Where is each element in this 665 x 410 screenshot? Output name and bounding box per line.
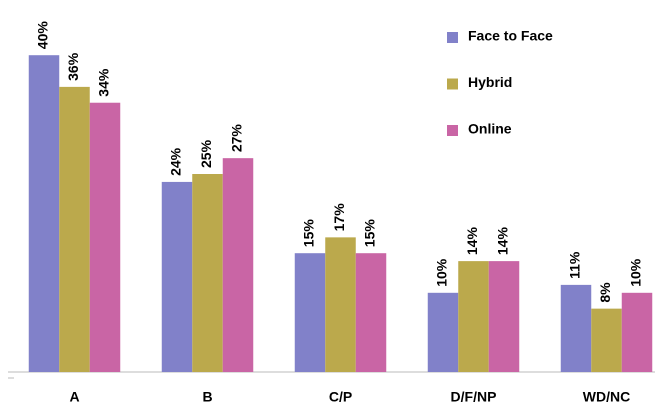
bar (161, 181, 193, 372)
bar (28, 55, 60, 372)
data-label: 8% (597, 282, 613, 303)
x-tick-label: WD/NC (583, 389, 630, 405)
legend-swatch (447, 125, 458, 136)
bar (294, 253, 326, 372)
data-label: 27% (229, 124, 245, 153)
legend-swatch (447, 78, 458, 90)
bar (192, 174, 223, 372)
data-label: 11% (567, 251, 583, 279)
legend-label: Face to Face (468, 28, 553, 44)
data-label: 15% (301, 219, 317, 248)
bar (560, 284, 592, 372)
bar (427, 292, 459, 372)
data-label: 14% (464, 227, 480, 256)
legend-label: Hybrid (468, 74, 512, 90)
bar (621, 292, 653, 372)
data-label: 25% (198, 139, 214, 168)
legend-swatch (447, 32, 458, 43)
data-label: 40% (35, 21, 51, 50)
bar (222, 158, 254, 372)
data-label: 17% (331, 203, 347, 232)
bar (355, 253, 387, 372)
x-tick-label: B (202, 389, 212, 405)
data-label: 24% (168, 147, 184, 176)
data-label: 10% (434, 258, 450, 287)
legend-label: Online (468, 121, 512, 137)
bar (458, 261, 489, 372)
data-label: 10% (628, 258, 644, 287)
bar (325, 237, 356, 372)
data-label: 15% (362, 219, 378, 248)
x-tick-label: C/P (329, 389, 352, 405)
data-label: 36% (65, 52, 81, 81)
bar (591, 308, 622, 372)
x-tick-label: A (69, 389, 79, 405)
data-label: 34% (96, 68, 112, 97)
bar (59, 86, 90, 372)
data-label: 14% (495, 227, 511, 256)
bar (89, 102, 121, 372)
bar (488, 261, 520, 372)
x-tick-label: D/F/NP (451, 389, 497, 405)
